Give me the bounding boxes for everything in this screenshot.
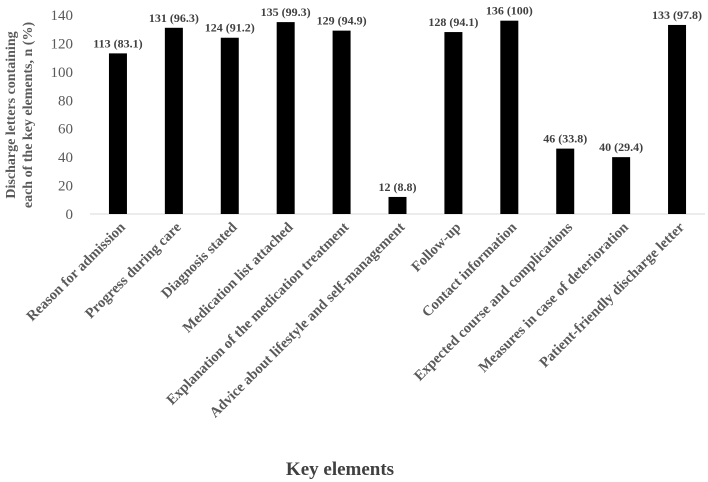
bars bbox=[108, 20, 687, 215]
y-tick-label: 80 bbox=[58, 93, 73, 109]
data-label: 12 (8.8) bbox=[379, 180, 417, 194]
y-tick-label: 120 bbox=[51, 36, 74, 52]
bar bbox=[276, 22, 295, 214]
data-label: 128 (94.1) bbox=[428, 15, 478, 29]
bar bbox=[164, 27, 183, 214]
y-tick-label: 60 bbox=[58, 122, 73, 138]
data-label: 136 (100) bbox=[486, 4, 533, 18]
y-axis-title: Discharge letters containing each of the… bbox=[4, 22, 36, 209]
data-label: 133 (97.8) bbox=[652, 8, 702, 22]
y-axis-title-line-1: Discharge letters containing bbox=[4, 31, 19, 198]
x-axis-title: Key elements bbox=[286, 459, 394, 480]
x-tick-label: Contact information bbox=[419, 220, 520, 321]
x-tick-label: Reason for admission bbox=[24, 220, 129, 325]
y-tick-label: 20 bbox=[58, 179, 73, 195]
bar bbox=[332, 30, 351, 215]
bar bbox=[612, 157, 631, 214]
data-label: 129 (94.9) bbox=[317, 14, 367, 28]
x-tick-label: Medication list attached bbox=[180, 220, 297, 337]
y-tick-label: 40 bbox=[58, 150, 73, 166]
bar bbox=[388, 196, 407, 214]
data-label: 124 (91.2) bbox=[205, 21, 255, 35]
data-label: 131 (96.3) bbox=[149, 11, 199, 25]
y-axis-ticks: 0 20 40 60 80 100 120 140 bbox=[51, 8, 74, 223]
bar bbox=[444, 32, 463, 214]
x-tick-label: Advice about lifestyle and self-manageme… bbox=[207, 219, 409, 421]
y-axis-title-line-2: each of the key elements, n (%) bbox=[21, 22, 36, 209]
data-label: 46 (33.8) bbox=[543, 132, 587, 146]
data-label: 40 (29.4) bbox=[599, 140, 643, 154]
bar bbox=[220, 37, 239, 214]
y-tick-label: 0 bbox=[66, 207, 74, 223]
x-tick-label: Follow-up bbox=[408, 220, 464, 276]
data-label: 135 (99.3) bbox=[261, 5, 311, 19]
bar bbox=[108, 53, 127, 214]
y-tick-label: 140 bbox=[51, 8, 74, 24]
bar bbox=[556, 148, 575, 214]
data-labels: 113 (83.1) 131 (96.3) 124 (91.2) 135 (99.3)… bbox=[93, 4, 702, 194]
x-tick-label: Progress during care bbox=[82, 219, 185, 322]
bar bbox=[500, 20, 519, 214]
data-label: 113 (83.1) bbox=[93, 36, 142, 50]
bar bbox=[668, 24, 687, 215]
y-tick-label: 100 bbox=[51, 65, 74, 81]
